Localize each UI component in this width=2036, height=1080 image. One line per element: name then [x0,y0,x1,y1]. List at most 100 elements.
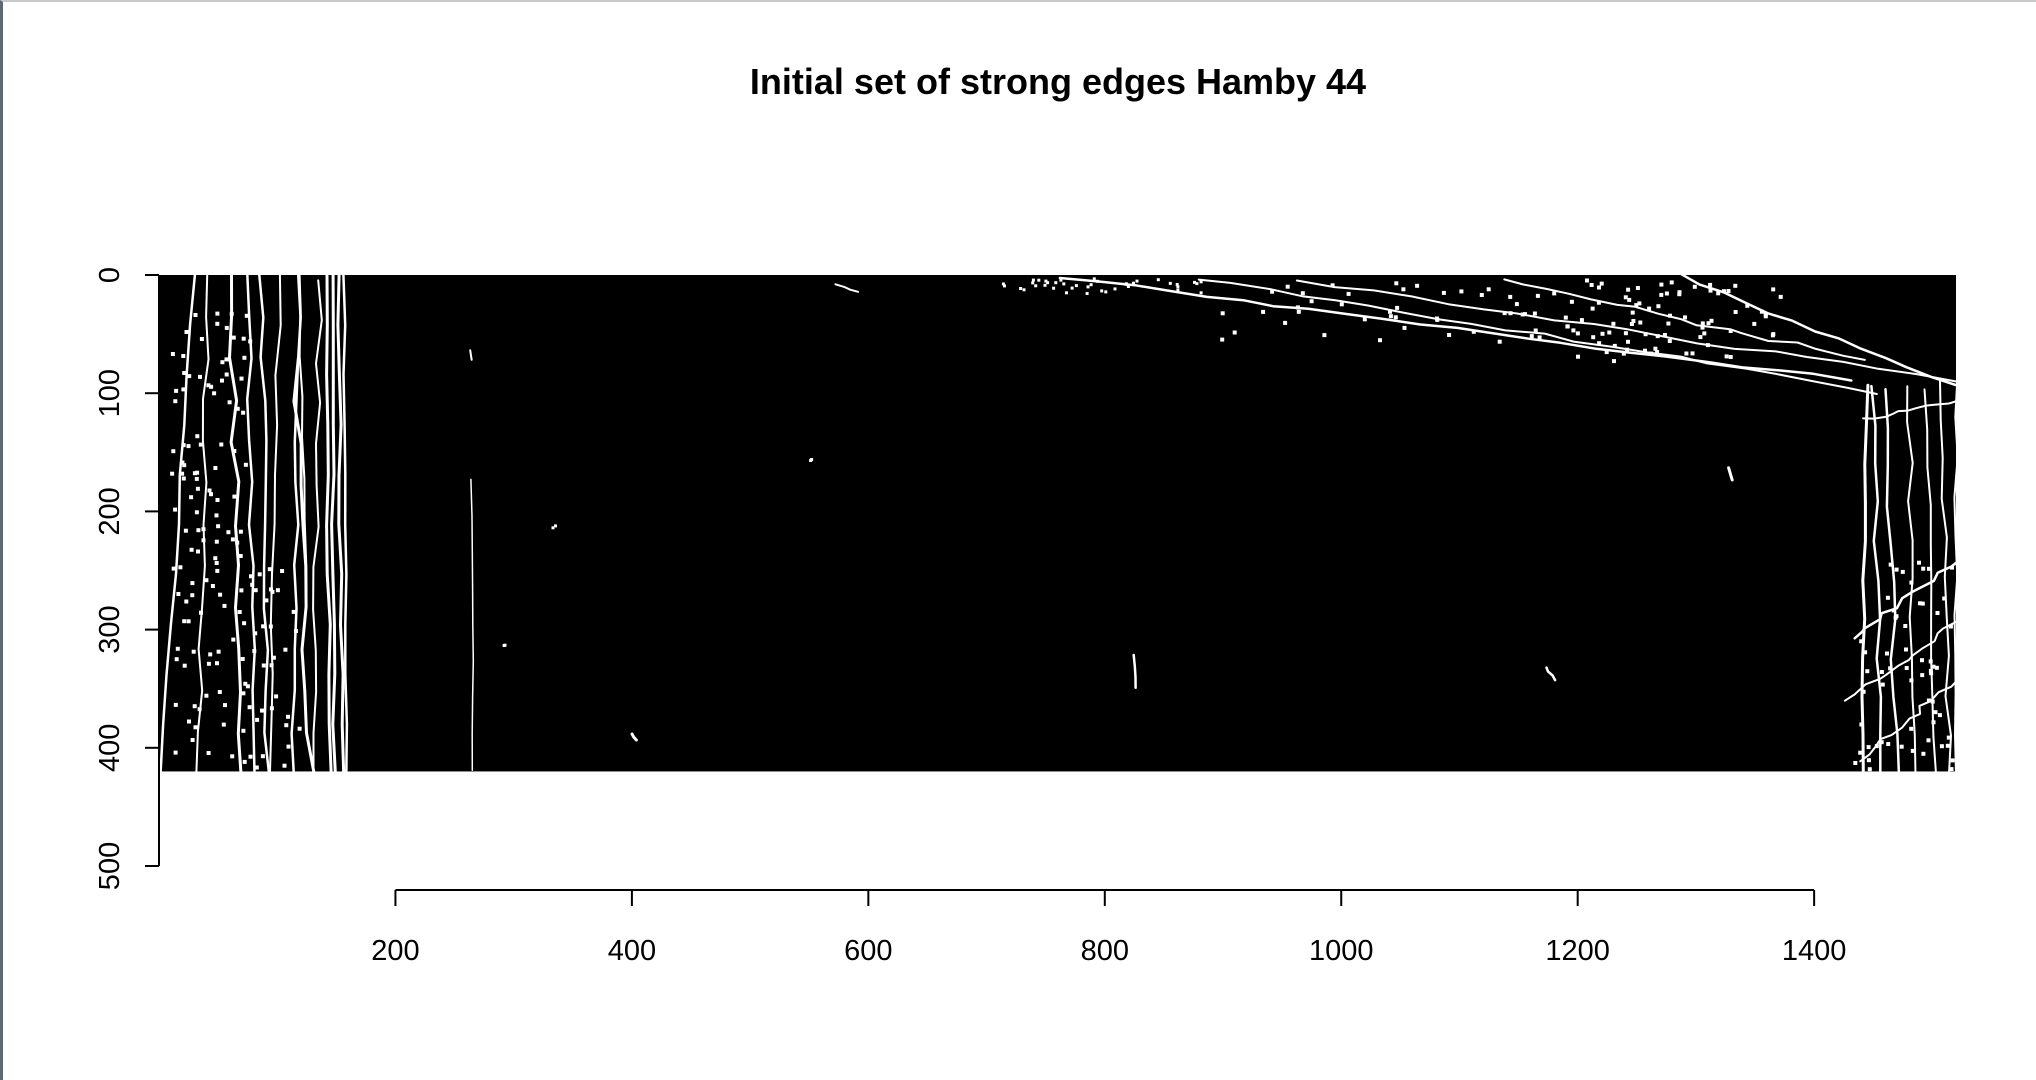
edge-speck [253,588,258,593]
edge-speck [1865,669,1870,674]
edge-speck [1726,289,1731,293]
edge-speck [239,376,244,381]
edge-speck [1627,297,1632,302]
edge-speck [1666,321,1671,326]
edge-speck [1569,299,1574,304]
edge-speck [220,378,224,383]
edge-speck [196,528,201,533]
edge-speck [1709,318,1714,323]
edge-speck [260,708,264,713]
edge-speck [1630,310,1635,315]
edge-speck [189,547,194,552]
edge-speck [1684,351,1689,356]
edge-speck [170,352,175,356]
y-tick-label: 100 [94,369,126,417]
edge-speck [1001,282,1005,286]
edge-speck [214,539,219,544]
edge-speck [237,610,242,614]
edge-speck [1176,288,1180,292]
edge-speck [1283,320,1288,325]
edge-speck [209,492,213,497]
edge-speck [204,578,209,583]
edge-speck [1879,740,1884,745]
edge-speck [1044,279,1048,283]
edge-speck [1931,664,1936,669]
edge-speck [1928,668,1933,673]
x-axis: 200 400 600 800 1000 1200 1400 [371,889,1846,967]
edge-speck [1778,294,1783,299]
edge-speck [1909,726,1914,731]
edge-trace [1295,279,1958,383]
edge-speck [1638,320,1643,325]
edge-speck [1471,329,1476,334]
edge-speck [1920,658,1924,663]
x-tick-label: 600 [844,935,892,967]
edge-speck [1904,666,1909,670]
edge-speck [1270,289,1275,294]
edge-speck [178,565,183,570]
edge-speck [184,330,189,334]
edge-speck [1891,608,1896,613]
edge-speck [224,357,229,362]
edge-speck [217,690,222,694]
edge-speck [1435,317,1440,322]
edge-trace [330,273,337,776]
edge-speck [230,537,235,542]
edge-speck [1662,333,1667,337]
edge-speck [1447,333,1452,337]
edge-speck [230,754,235,759]
edge-speck [1949,767,1954,772]
edge-speck [171,449,176,454]
chart-title: Initial set of strong edges Hamby 44 [750,61,1366,102]
edge-speck [1933,710,1938,715]
edge-speck [1930,699,1935,704]
edge-speck [1667,339,1672,343]
edge-speck [196,549,200,554]
edge-speck [214,561,219,565]
edge-speck [1888,562,1893,567]
edge-speck [1708,282,1713,287]
edge-speck [248,754,253,759]
edge-speck [182,663,187,668]
edge-speck [554,524,557,528]
edge-speck [1533,328,1538,333]
edge-speck [1508,311,1513,316]
edge-speck [184,599,189,604]
edge-speck [215,311,220,316]
edge-speck [194,476,199,481]
edge-trace [228,272,243,774]
edge-speck [1022,288,1026,292]
edge-traces [159,272,1963,777]
edge-speck [1199,280,1203,284]
edge-speck [267,567,272,572]
edge-trace [1884,388,1901,776]
edge-speck [190,738,195,742]
edge-speck [195,434,200,439]
edge-speck [1589,283,1594,287]
edge-speck [241,336,246,341]
edge-speck [1089,283,1093,287]
edge-speck [1647,306,1652,311]
edge-speck [249,574,253,579]
edge-speck [1576,354,1580,359]
edge-speck [1655,350,1660,355]
edge-speck [212,391,217,396]
edge-speck [1625,347,1629,352]
edge-speck [1168,281,1172,285]
edge-speck [1309,299,1314,304]
edge-speck [1894,567,1899,572]
edge-speck [240,657,245,661]
edge-speck [253,631,258,636]
edge-speck [186,444,191,449]
edge-speck [1885,595,1890,600]
edge-speck [1052,286,1056,290]
edge-speck [1611,321,1616,326]
edge-speck [1621,351,1626,356]
edge-speck [1600,331,1605,336]
edge-speck [1904,647,1908,652]
edge-speck [1520,312,1525,317]
edge-speck [242,759,247,764]
edge-speck [1929,671,1934,676]
edge-speck [1596,300,1601,305]
edge-speck [181,476,186,481]
